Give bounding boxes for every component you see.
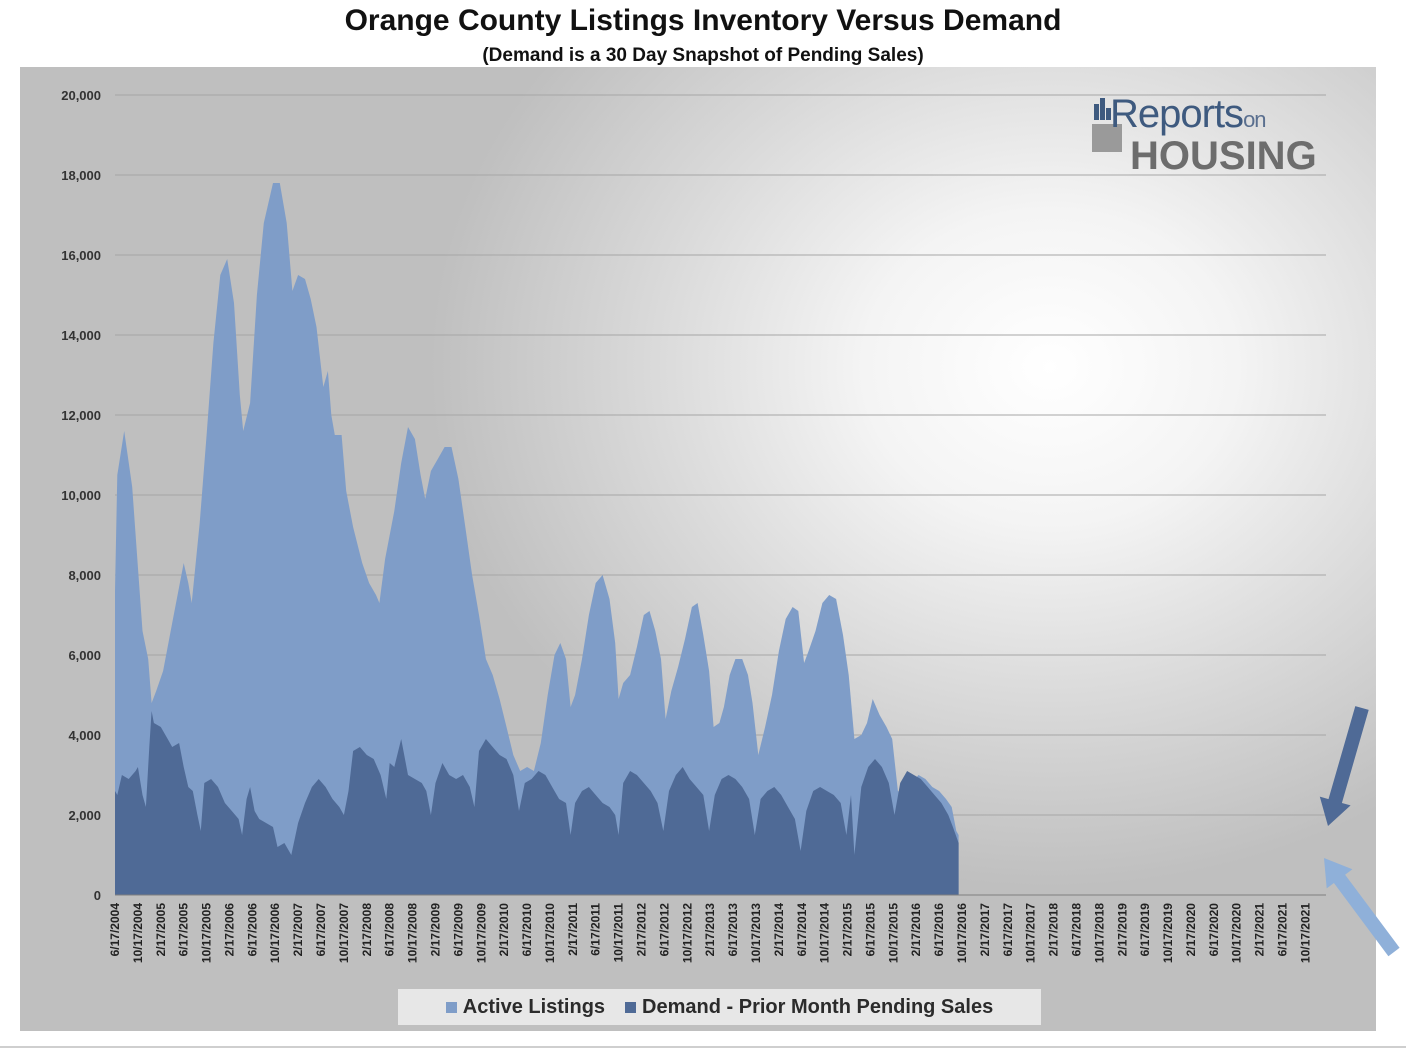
chart-title: Orange County Listings Inventory Versus … [344, 4, 1062, 37]
legend-swatch-demand [625, 1001, 637, 1013]
legend-item-demand: Demand - Prior Month Pending Sales [625, 996, 993, 1019]
x-tick-label: 2/17/2018 [1047, 903, 1061, 957]
legend-item-active-listings: Active Listings [445, 995, 606, 1019]
x-tick-label: 2/17/2015 [841, 903, 855, 957]
arrow-down-icon [1319, 706, 1369, 826]
x-tick-label: 10/17/2018 [1092, 903, 1106, 963]
x-tick-label: 10/17/2005 [200, 903, 214, 963]
chart-legend: Active Listings Demand - Prior Month Pen… [398, 989, 1041, 1025]
reports-on-housing-logo: Reportson HOUSING [1092, 92, 1332, 182]
x-tick-label: 10/17/2007 [337, 903, 351, 963]
x-tick-label: 2/17/2006 [222, 903, 236, 957]
series-areas [115, 183, 959, 895]
x-tick-label: 6/17/2021 [1276, 903, 1290, 957]
x-tick-label: 2/17/2008 [360, 903, 374, 957]
x-tick-label: 6/17/2020 [1207, 903, 1221, 957]
x-tick-label: 2/17/2009 [428, 903, 442, 957]
x-tick-label: 2/17/2019 [1115, 903, 1129, 957]
x-tick-label: 10/17/2008 [406, 903, 420, 963]
x-tick-label: 2/17/2012 [635, 903, 649, 957]
page-divider [0, 1046, 1406, 1048]
x-tick-label: 6/17/2007 [314, 903, 328, 957]
y-tick-label: 4,000 [68, 728, 101, 743]
x-tick-label: 6/17/2009 [451, 903, 465, 957]
y-tick-label: 6,000 [68, 648, 101, 663]
x-tick-label: 2/17/2010 [497, 903, 511, 957]
x-tick-label: 10/17/2010 [543, 903, 557, 963]
x-tick-label: 6/17/2014 [795, 903, 809, 957]
x-tick-label: 6/17/2017 [1001, 903, 1015, 957]
logo-housing: HOUSING [1130, 134, 1317, 178]
arrow-up-icon-shape [1324, 858, 1400, 957]
y-tick-label: 16,000 [61, 248, 101, 263]
x-tick-label: 2/17/2021 [1253, 903, 1267, 957]
x-tick-label: 10/17/2006 [268, 903, 282, 963]
x-tick-label: 10/17/2019 [1161, 903, 1175, 963]
x-tick-label: 6/17/2011 [589, 903, 603, 956]
x-tick-label: 10/17/2015 [886, 903, 900, 963]
x-tick-label: 10/17/2014 [818, 903, 832, 963]
annotation-arrows [1319, 706, 1400, 957]
x-tick-label: 6/17/2010 [520, 903, 534, 957]
y-tick-label: 2,000 [68, 808, 101, 823]
x-tick-label: 6/17/2018 [1069, 903, 1083, 957]
y-tick-label: 20,000 [61, 88, 101, 103]
x-tick-label: 2/17/2013 [703, 903, 717, 957]
arrow-up-icon [1324, 858, 1400, 957]
x-tick-label: 10/17/2011 [612, 903, 626, 963]
y-tick-label: 14,000 [61, 328, 101, 343]
x-tick-label: 10/17/2020 [1230, 903, 1244, 963]
legend-label-demand: Demand - Prior Month Pending Sales [642, 995, 994, 1018]
x-tick-label: 6/17/2004 [108, 903, 122, 957]
legend-swatch-active [445, 1001, 457, 1013]
logo-reports: Reports [1110, 92, 1244, 136]
y-tick-label: 18,000 [61, 168, 101, 183]
x-tick-label: 6/17/2012 [657, 903, 671, 957]
x-tick-label: 2/17/2005 [154, 903, 168, 957]
x-tick-label: 10/17/2017 [1024, 903, 1038, 963]
x-tick-label: 2/17/2016 [909, 903, 923, 957]
y-tick-label: 12,000 [61, 408, 101, 423]
logo-on: on [1243, 107, 1267, 132]
x-tick-label: 2/17/2007 [291, 903, 305, 957]
axes: 20,000 18,000 16,000 14,000 12,000 10,000 8,00… [61, 88, 1326, 963]
x-tick-label: 6/17/2016 [932, 903, 946, 957]
x-tick-label: 6/17/2006 [245, 903, 259, 957]
x-tick-label: 2/17/2020 [1184, 903, 1198, 957]
series-area-demand [115, 711, 959, 895]
x-tick-label: 6/17/2008 [383, 903, 397, 957]
logo-top-text: Reportson [1110, 92, 1267, 137]
x-tick-label: 2/17/2011 [566, 903, 580, 956]
x-tick-label: 6/17/2005 [177, 903, 191, 957]
arrow-down-icon-shape [1319, 706, 1369, 826]
x-tick-label: 10/17/2012 [680, 903, 694, 963]
x-tick-label: 2/17/2017 [978, 903, 992, 957]
legend-label-active: Active Listings [462, 995, 606, 1018]
y-tick-label: 0 [94, 888, 101, 903]
chart-subtitle: (Demand is a 30 Day Snapshot of Pending … [482, 45, 924, 66]
x-tick-label: 6/17/2013 [726, 903, 740, 957]
y-tick-label: 10,000 [61, 488, 101, 503]
x-tick-label: 10/17/2016 [955, 903, 969, 963]
series-area-active-listings [115, 183, 959, 895]
x-tick-label: 10/17/2013 [749, 903, 763, 963]
x-tick-label: 6/17/2019 [1138, 903, 1152, 957]
x-tick-label: 6/17/2015 [863, 903, 877, 957]
y-tick-label: 8,000 [68, 568, 101, 583]
logo-mark-icon [1092, 98, 1122, 152]
x-tick-label: 10/17/2004 [131, 903, 145, 963]
x-tick-label: 10/17/2021 [1298, 903, 1312, 963]
x-tick-label: 10/17/2009 [474, 903, 488, 963]
x-tick-label: 2/17/2014 [772, 903, 786, 957]
